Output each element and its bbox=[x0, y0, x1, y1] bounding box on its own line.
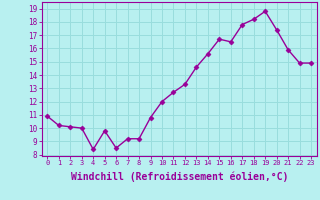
X-axis label: Windchill (Refroidissement éolien,°C): Windchill (Refroidissement éolien,°C) bbox=[70, 172, 288, 182]
